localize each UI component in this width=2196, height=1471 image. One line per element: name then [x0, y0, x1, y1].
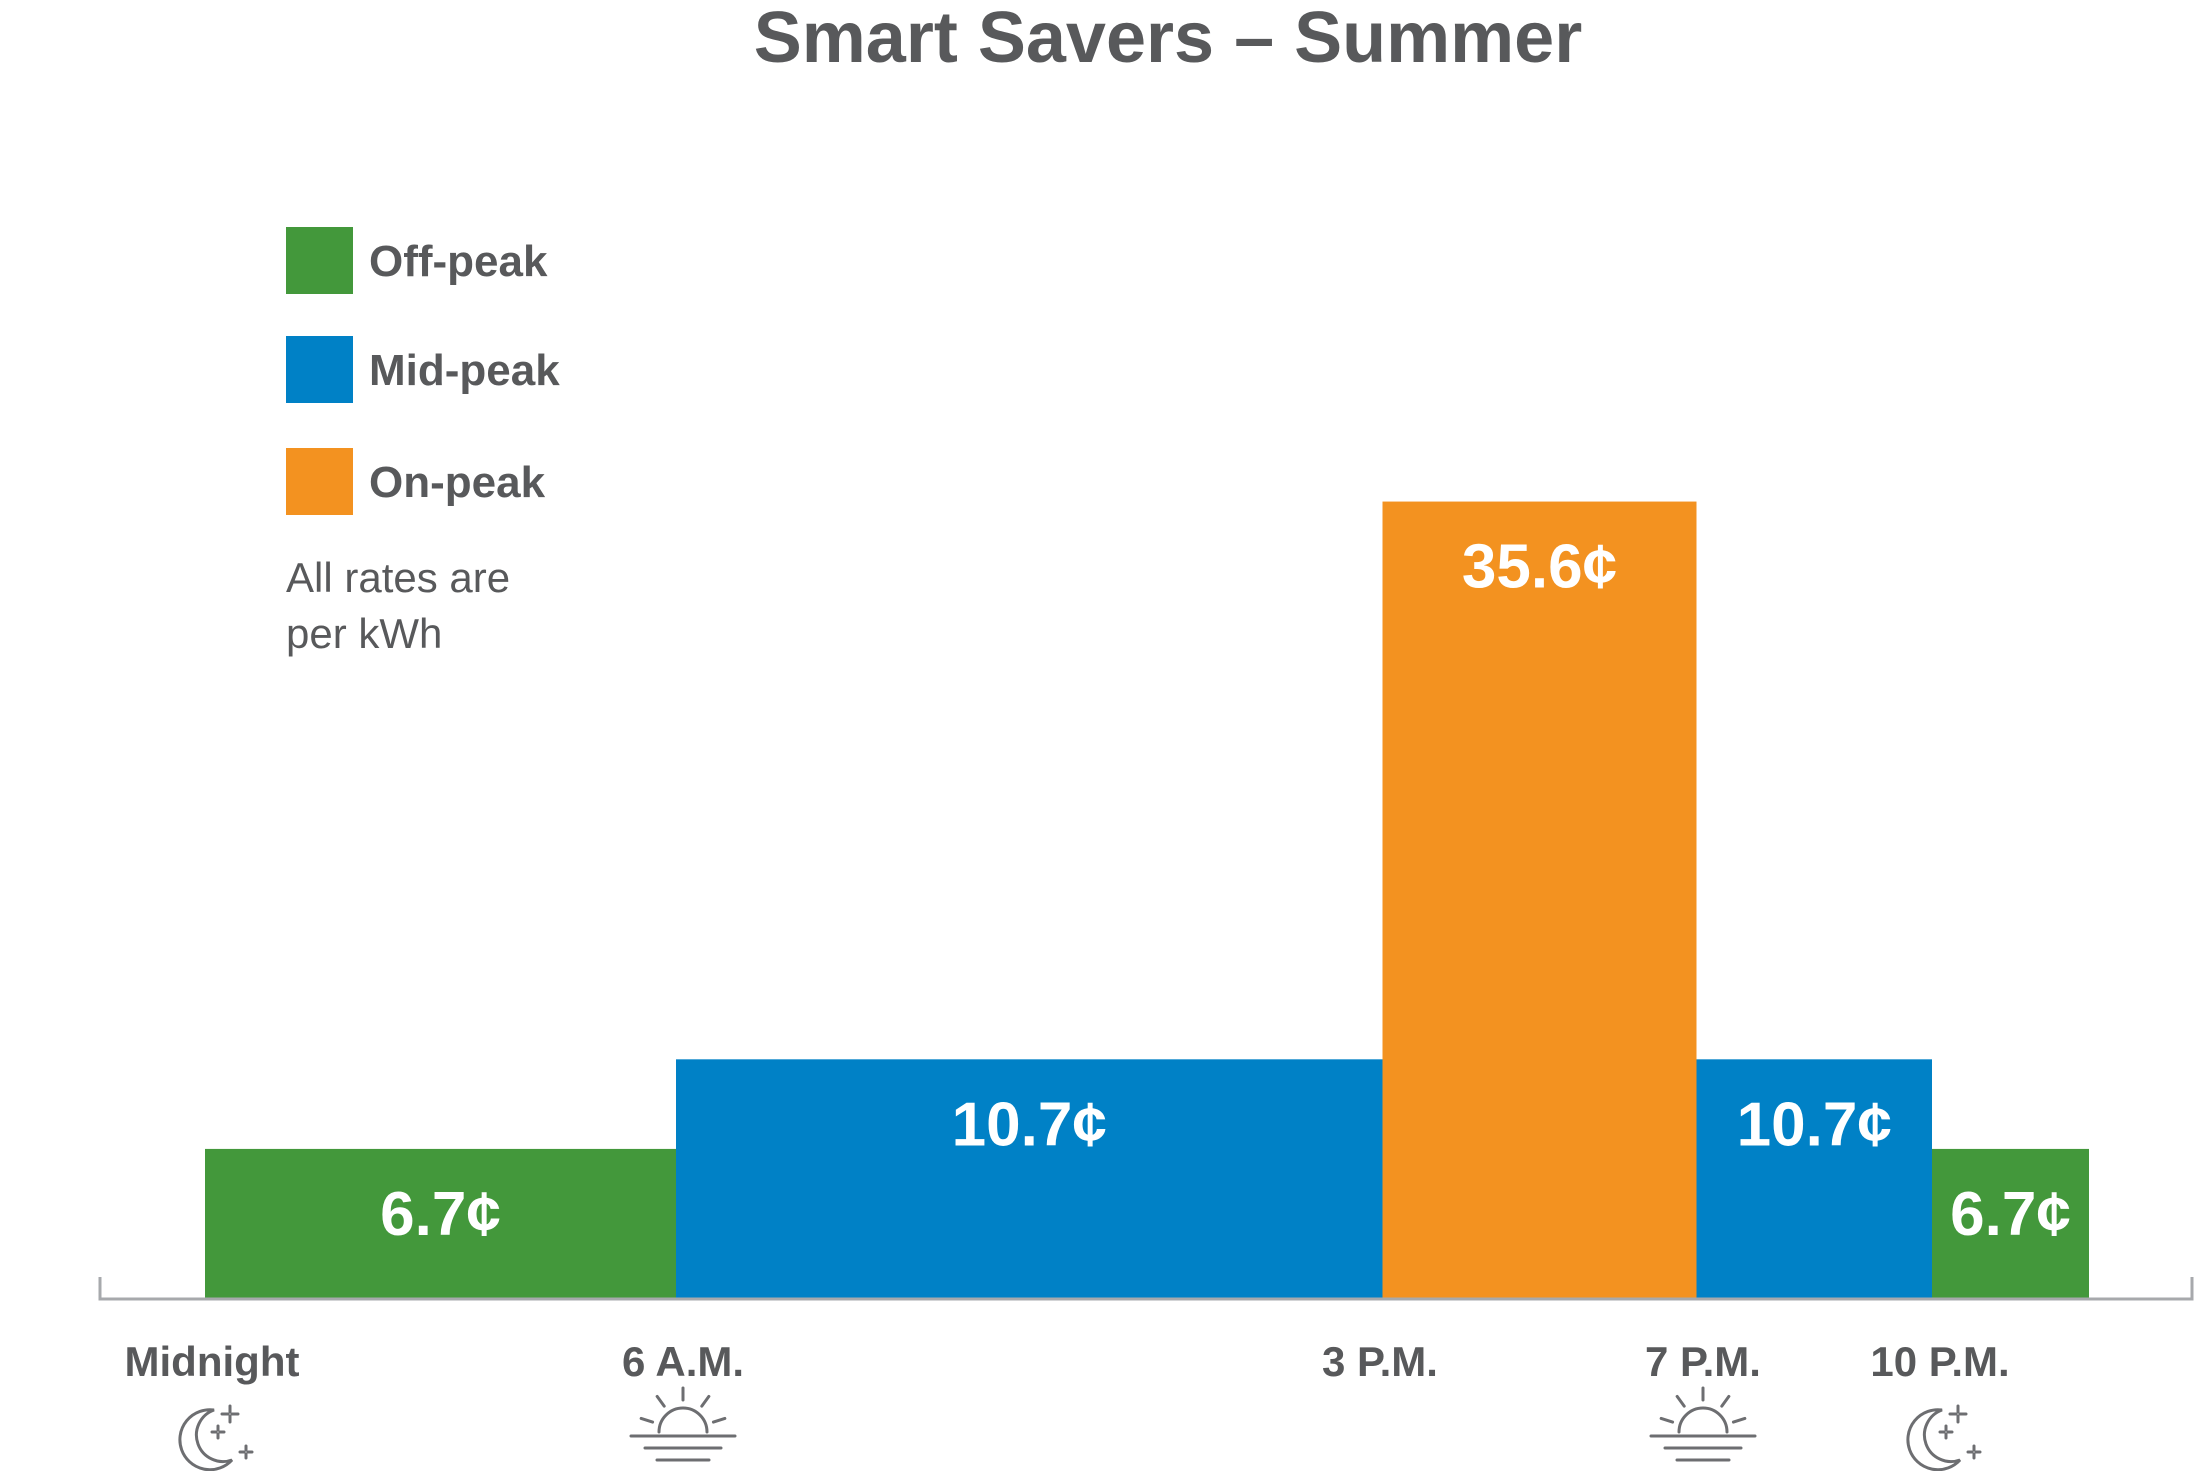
tick-label-midnight: Midnight	[125, 1338, 300, 1385]
tick-label-7-p-m: 7 P.M.	[1645, 1338, 1761, 1385]
bar-value-label-3: 10.7¢	[1737, 1090, 1892, 1159]
moon-stars-icon-0	[178, 1404, 254, 1471]
moon-stars-icon-4	[1906, 1404, 1982, 1471]
legend-label-off-peak: Off-peak	[369, 237, 548, 286]
x-axis-line	[98, 1277, 2194, 1301]
sunrise-icon-1	[629, 1386, 737, 1462]
legend-swatch-on-peak	[286, 448, 353, 515]
rates-note-line-2: per kWh	[286, 610, 442, 657]
legend-label-mid-peak: Mid-peak	[369, 346, 560, 395]
x-ticks: Midnight 6 A.M. 3 P.M. 7 P.M. 10 P.M.	[125, 1338, 2010, 1471]
bar-value-label-2: 35.6¢	[1462, 533, 1617, 602]
rates-note-line-1: All rates are	[286, 554, 510, 601]
bar-mid-peak-3	[1696, 1059, 1932, 1299]
legend-label-on-peak: On-peak	[369, 458, 546, 507]
bar-off-peak-0	[205, 1148, 676, 1299]
x-axis	[98, 1277, 2194, 1301]
tick-label-10-p-m: 10 P.M.	[1870, 1338, 2009, 1385]
rates-note: All rates are per kWh	[286, 554, 510, 657]
bar-value-label-1: 10.7¢	[952, 1090, 1107, 1159]
bar-value-label-0: 6.7¢	[380, 1180, 501, 1249]
sunset-icon-3	[1649, 1386, 1757, 1462]
chart-title: Smart Savers – Summer	[754, 0, 1582, 78]
bar-off-peak-4	[1932, 1148, 2089, 1299]
tick-label-3-p-m: 3 P.M.	[1322, 1338, 1438, 1385]
legend-swatch-mid-peak	[286, 336, 353, 403]
legend: Off-peak Mid-peak On-peak	[286, 227, 560, 515]
bar-on-peak-2	[1382, 501, 1697, 1299]
legend-swatch-off-peak	[286, 227, 353, 294]
bar-mid-peak-1	[676, 1059, 1383, 1299]
bars: 6.7¢ 10.7¢ 35.6¢ 10.7¢ 6.7¢	[205, 501, 2089, 1299]
bar-value-label-4: 6.7¢	[1950, 1180, 2071, 1249]
tick-label-6-a-m: 6 A.M.	[622, 1338, 744, 1385]
